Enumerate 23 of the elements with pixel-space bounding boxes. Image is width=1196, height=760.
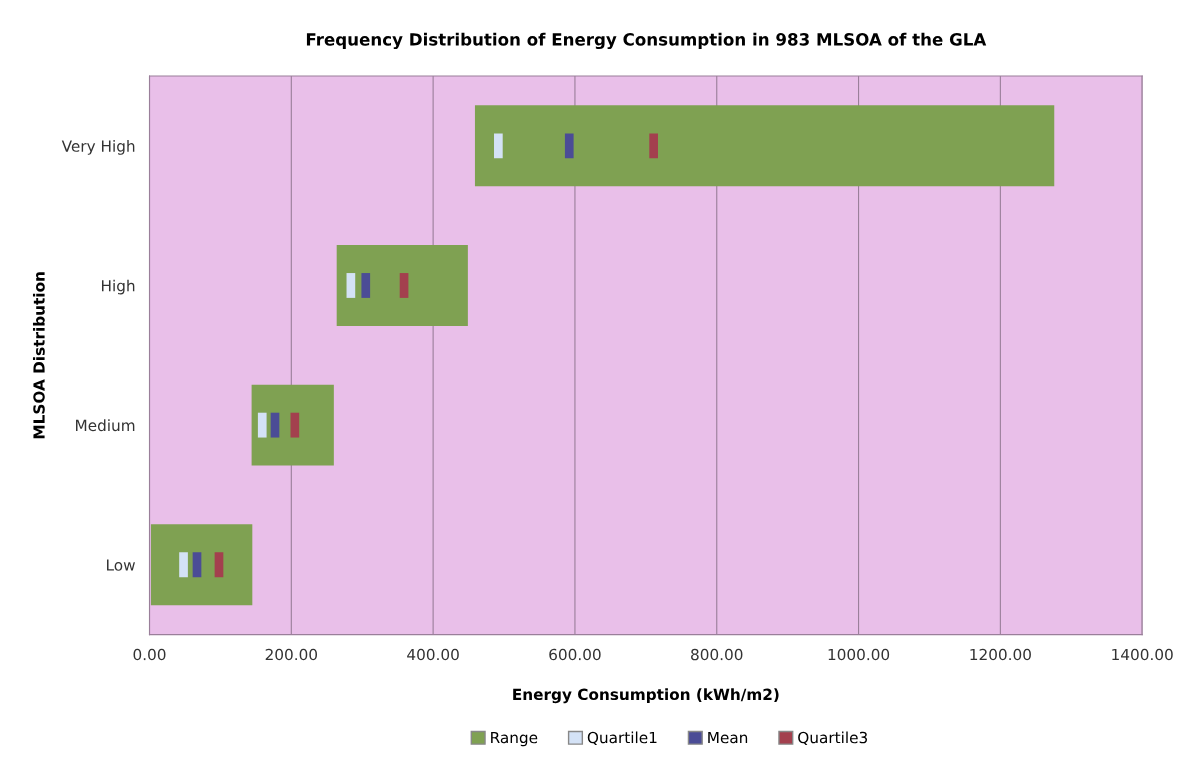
bar [150,524,253,606]
chart-title: Frequency Distribution of Energy Consumption in 983 MLSOA of the GLA [306,32,987,50]
x-tick-label: 1000.00 [828,648,890,661]
x-axis-title: Energy Consumption (kWh/m2) [513,688,779,704]
bar [336,244,468,326]
x-tick-label: 400.00 [407,648,459,661]
y-axis-title: MLSOA Distribution [32,272,45,439]
y-tick-label: Low [107,559,135,571]
x-tick-label: 200.00 [265,648,318,661]
y-tick-label: Medium [76,419,135,432]
legend-label: Quartile1 [587,731,657,746]
y-tick-label: Very High [61,140,135,155]
x-tick-label: 0.00 [133,648,166,661]
legend-label: Quartile3 [798,731,868,746]
x-tick-label: 1200.00 [970,648,1031,661]
legend-label: Mean [708,731,748,744]
legend-label: Range [491,731,538,747]
bar [251,384,334,466]
bar [474,105,1055,187]
x-tick-label: 800.00 [691,648,743,661]
y-tick-label: High [102,279,135,295]
x-tick-label: 600.00 [549,648,601,661]
x-tick-label: 1400.00 [1112,648,1173,661]
